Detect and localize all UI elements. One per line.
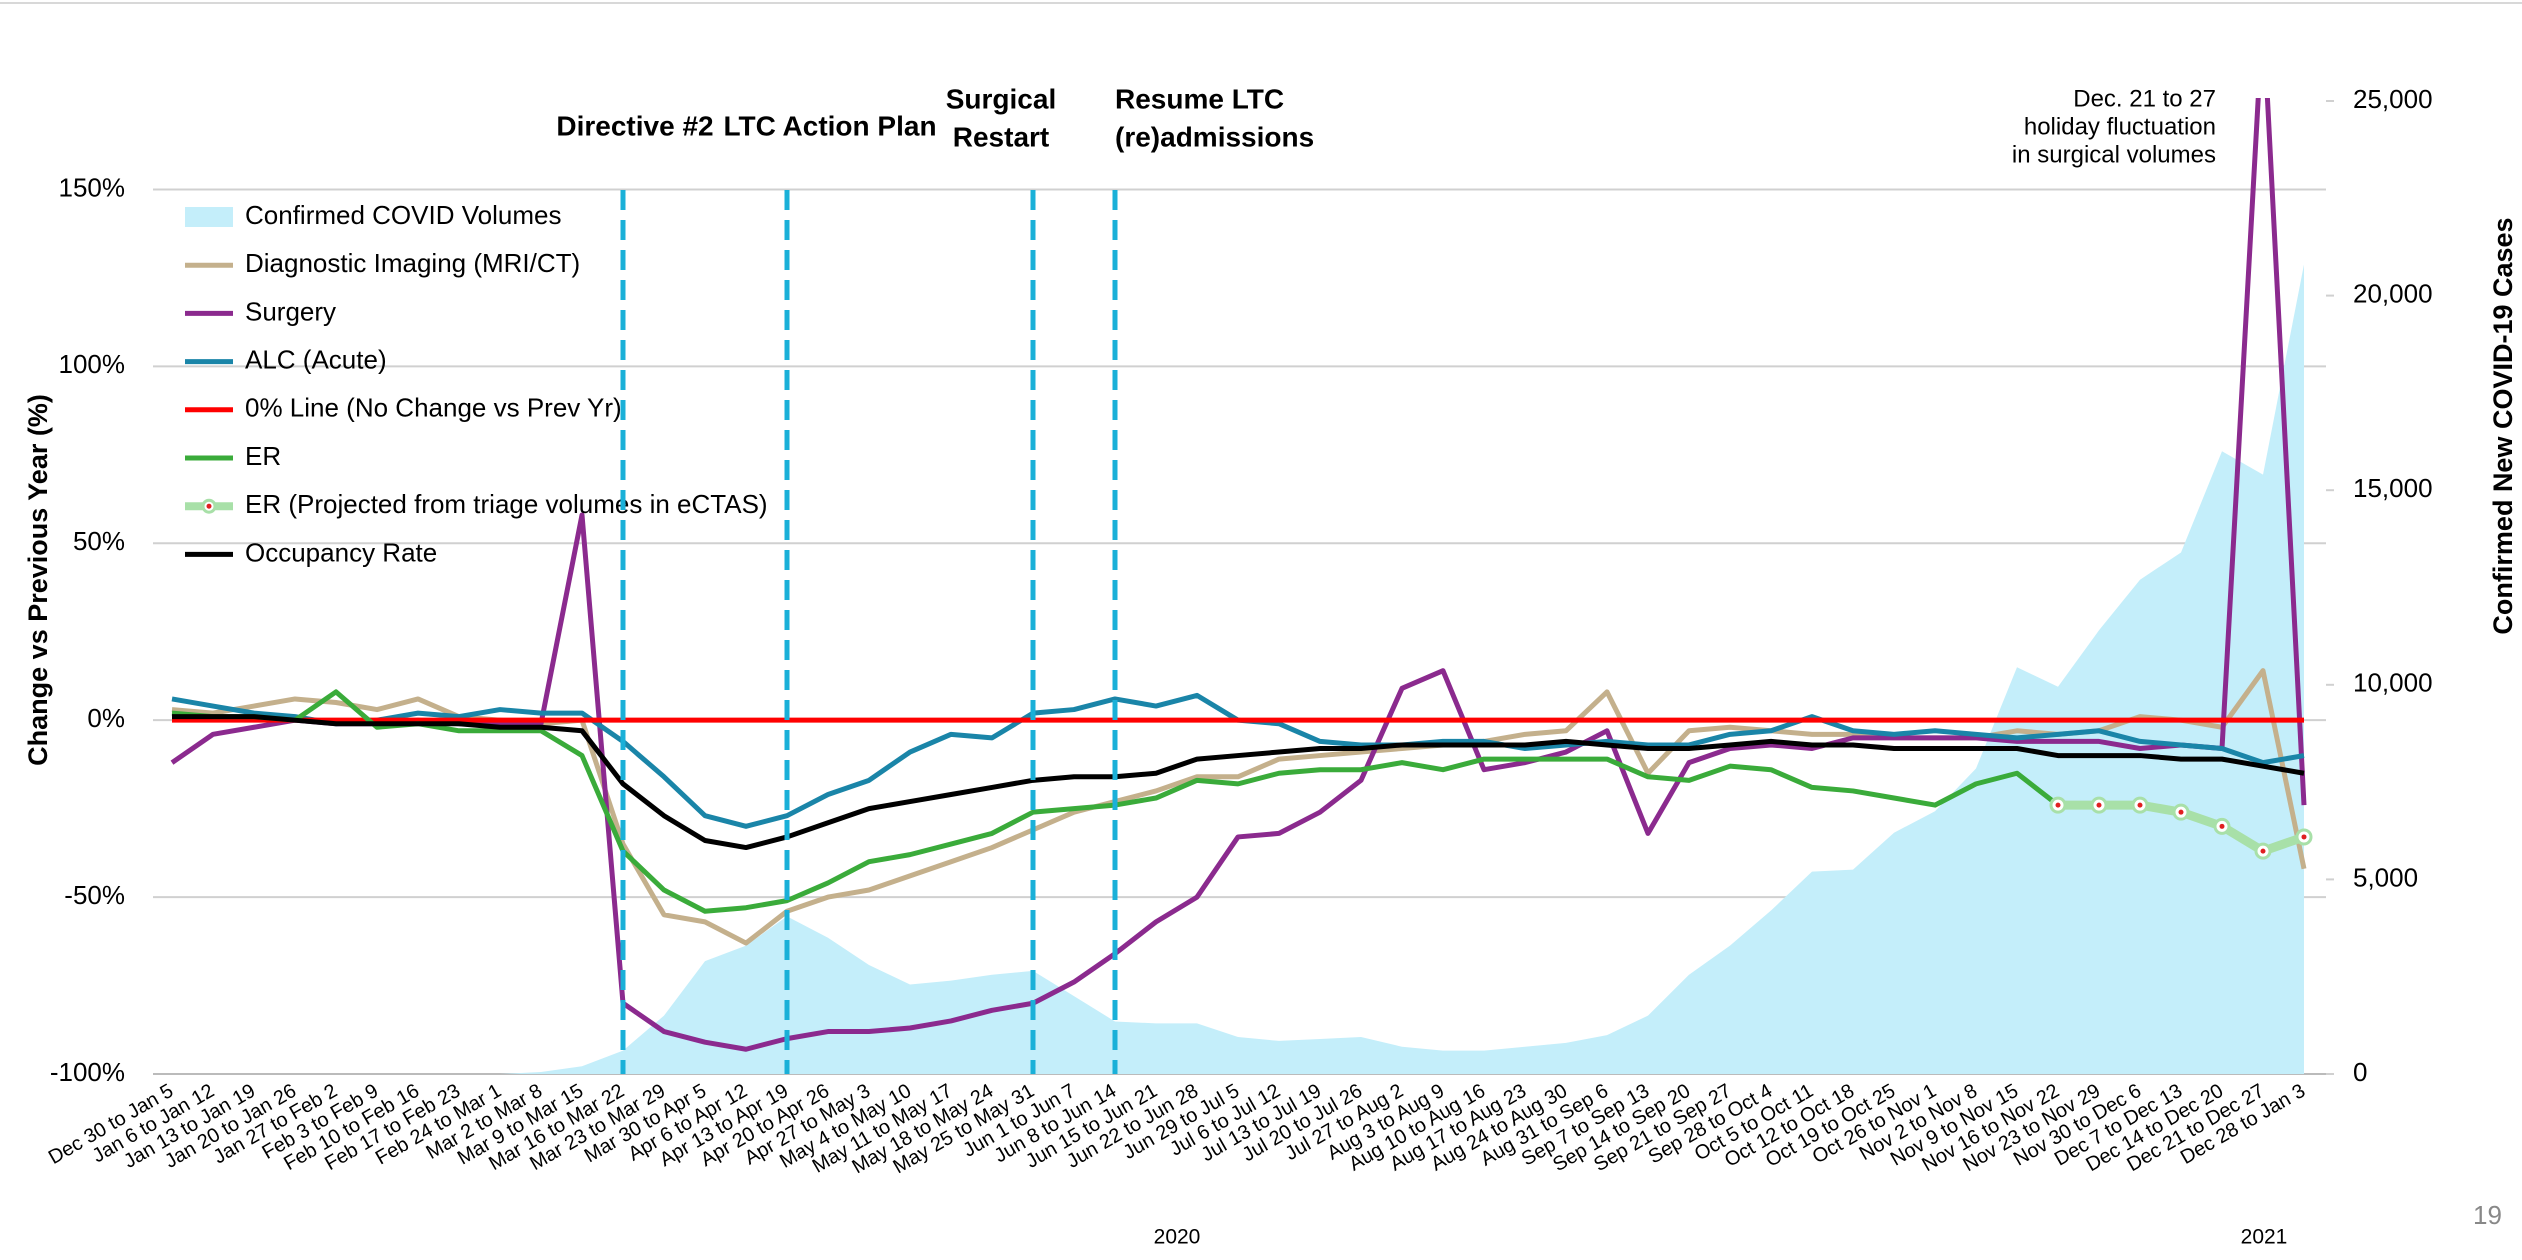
marker-dot	[2178, 809, 2184, 815]
page-number: 19	[2473, 1200, 2502, 1230]
marker-dot	[2260, 848, 2266, 854]
y2-tick-label: 0	[2353, 1057, 2367, 1087]
y2-axis-label: Confirmed New COVID-19 Cases	[2488, 217, 2518, 634]
area	[172, 264, 2304, 1074]
y-tick-label: 100%	[59, 349, 126, 379]
line	[172, 714, 2305, 851]
annotation: in surgical volumes	[2012, 141, 2216, 168]
area-layer	[172, 264, 2304, 1074]
legend-marker-dot	[206, 503, 212, 509]
legend-label: ER (Projected from triage volumes in eCT…	[245, 489, 768, 519]
annotation: Dec. 21 to 27	[2073, 85, 2216, 112]
legend-label: 0% Line (No Change vs Prev Yr)	[245, 393, 622, 423]
year-label: 2020	[1154, 1226, 1201, 1249]
marker-dot	[2137, 802, 2143, 808]
event-label: Directive #2	[556, 110, 713, 141]
annotation: holiday fluctuation	[2024, 113, 2216, 140]
event-label: Restart	[953, 121, 1049, 152]
legend-label: Occupancy Rate	[245, 537, 437, 567]
y-tick-label: -50%	[64, 880, 125, 910]
y-tick-label: -100%	[50, 1057, 125, 1087]
y2-tick-label: 20,000	[2353, 278, 2433, 308]
y-axis-label: Change vs Previous Year (%)	[23, 394, 53, 766]
marker-dot	[2055, 802, 2061, 808]
marker-dot	[2301, 834, 2307, 840]
event-label: Resume LTC	[1115, 83, 1284, 114]
event-label: LTC Action Plan	[723, 110, 936, 141]
y2-tick-label: 15,000	[2353, 473, 2433, 503]
event-label: (re)admissions	[1115, 121, 1314, 152]
line	[170, 98, 2307, 1052]
y2-tick-label: 25,000	[2353, 84, 2433, 114]
y-tick-label: 150%	[59, 172, 126, 202]
year-label: 2021	[2241, 1226, 2288, 1249]
event-label: Surgical	[946, 83, 1056, 114]
marker-dot	[2096, 802, 2102, 808]
y-tick-label: 0%	[87, 703, 125, 733]
legend-label: Confirmed COVID Volumes	[245, 200, 561, 230]
legend-label: Diagnostic Imaging (MRI/CT)	[245, 248, 580, 278]
y2-tick-label: 10,000	[2353, 668, 2433, 698]
legend-swatch	[185, 207, 233, 227]
legend-label: ER	[245, 441, 281, 471]
legend-label: ALC (Acute)	[245, 344, 387, 374]
y2-tick-label: 5,000	[2353, 862, 2418, 892]
y-tick-label: 50%	[73, 526, 125, 556]
marker-dot	[2219, 823, 2225, 829]
legend-label: Surgery	[245, 296, 336, 326]
